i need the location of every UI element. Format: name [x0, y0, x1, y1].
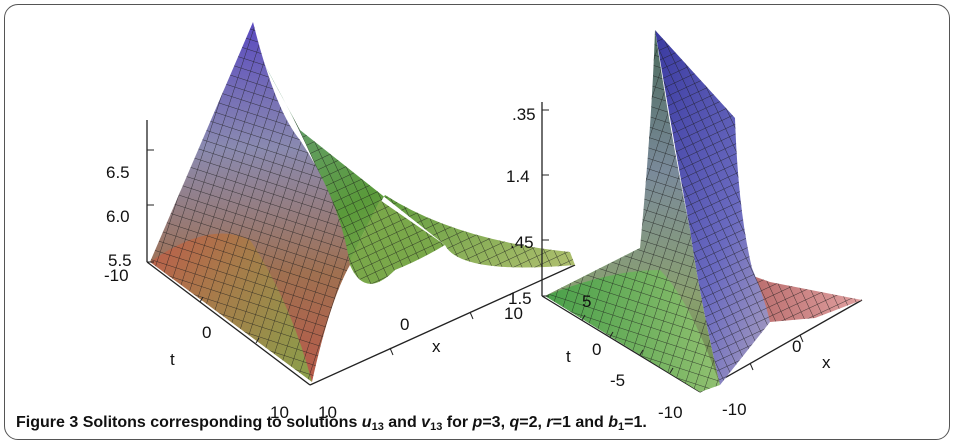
- u13-x-axis-label: x: [432, 337, 441, 356]
- figure-caption: Figure 3 Solitons corresponding to solut…: [16, 414, 936, 433]
- figure-label: Figure 3: [16, 414, 79, 431]
- v13-t-tick-neg5: -5: [610, 371, 625, 390]
- v13-z-tick-.35: .35: [512, 105, 536, 124]
- u13-x-tick-10: 10: [318, 403, 337, 422]
- v13-z-tick-1.5: 1.5: [508, 289, 532, 308]
- u13-z-tick-6.0: 6.0: [106, 207, 130, 226]
- u13-t-tick-10: 10: [270, 403, 289, 422]
- v13-z-tick-.45: .45: [510, 233, 534, 252]
- v13-t-axis-label: t: [566, 347, 571, 366]
- v13-t-tick-neg10: -10: [658, 403, 683, 422]
- figure-frame: [4, 4, 950, 440]
- v13-x-tick-0: 0: [792, 337, 801, 356]
- u13-z-tick-6.5: 6.5: [106, 163, 130, 182]
- surface-plot-u13: 6.5 6.0 5.5 -10 0 10 t 10 0 x: [104, 22, 576, 422]
- caption-text: Solitons corresponding to solutions u13 …: [82, 414, 647, 433]
- v13-t-tick-5: 5: [582, 292, 591, 311]
- u13-z-tick-5.5: 5.5: [108, 251, 132, 270]
- u13-x-tick-0: 0: [400, 315, 409, 334]
- u13-t-axis-label: t: [170, 350, 175, 369]
- v13-x-axis-label: x: [822, 353, 831, 372]
- v13-t-tick-0: 0: [592, 340, 601, 359]
- u13-t-tick-neg10: -10: [104, 266, 129, 285]
- u13-t-tick-0: 0: [202, 323, 211, 342]
- v13-z-tick-1.4: 1.4: [506, 167, 530, 186]
- v13-x-tick-neg10: -10: [722, 400, 747, 419]
- v13-t-tick-10: 10: [504, 304, 523, 323]
- surface-plot-v13: .35 1.4 .45 1.5 10 5 0 -5 -10 t -10 0 x: [504, 30, 863, 422]
